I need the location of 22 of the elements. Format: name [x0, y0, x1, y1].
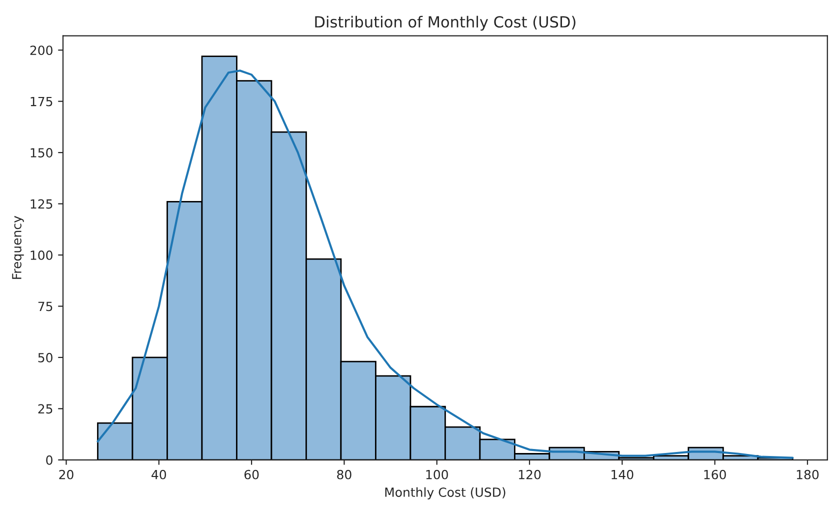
- x-tick-label: 180: [796, 470, 819, 480]
- y-tick-label: 50: [38, 352, 52, 362]
- y-tick-label: 75: [38, 302, 52, 312]
- x-tick-label: 160: [704, 470, 726, 480]
- x-axis-title: Monthly Cost (USD): [385, 487, 506, 500]
- y-axis-title: Frequency: [12, 216, 24, 279]
- x-tick-label: 100: [426, 470, 448, 480]
- line-series: [96, 70, 794, 459]
- x-tick-label: 80: [337, 470, 352, 480]
- x-tick-label: 60: [244, 470, 259, 480]
- y-tick-label: 150: [30, 148, 52, 158]
- x-tick-label: 40: [152, 470, 166, 480]
- x-tick-label: 140: [612, 470, 634, 480]
- y-tick-label: 100: [30, 250, 52, 260]
- y-tick-label: 0: [46, 455, 52, 465]
- y-tick-label: 25: [38, 404, 52, 414]
- y-tick-label: 175: [30, 96, 52, 106]
- y-tick-label: 125: [30, 199, 52, 209]
- chart-title: Distribution of Monthly Cost (USD): [315, 16, 576, 31]
- y-tick-label: 200: [30, 46, 52, 56]
- x-tick-label: 120: [518, 470, 541, 480]
- x-tick-label: 20: [59, 470, 74, 480]
